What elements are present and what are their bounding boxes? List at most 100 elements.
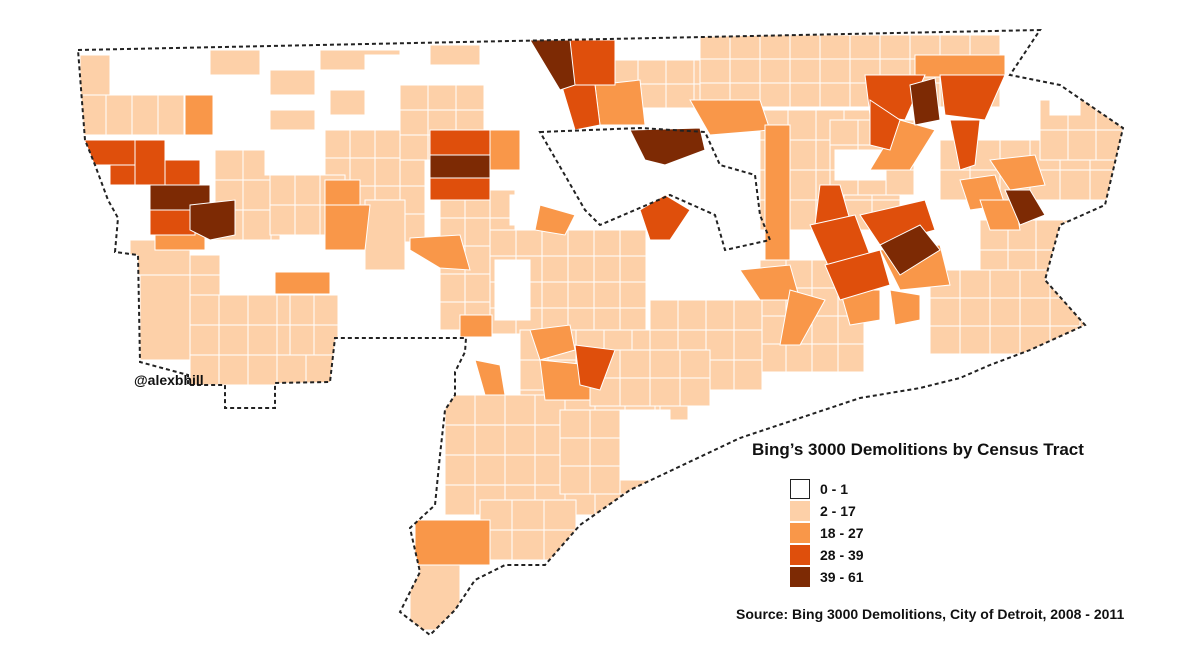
census-tract: [276, 354, 307, 386]
census-tract: [819, 34, 851, 60]
census-tract: [559, 437, 591, 467]
census-tract: [279, 234, 331, 256]
census-tract: [649, 299, 679, 331]
census-tract: [789, 34, 821, 60]
census-tract: [515, 229, 543, 257]
census-tract: [619, 377, 651, 407]
census-tract: [529, 324, 576, 361]
census-tract: [619, 229, 647, 257]
census-tract: [959, 269, 991, 299]
census-tract: [959, 325, 991, 355]
census-tract: [989, 325, 1021, 355]
census-tract: [785, 343, 813, 373]
census-tract: [593, 255, 621, 283]
census-tract: [219, 254, 271, 296]
census-tract: [637, 59, 667, 85]
census-tract: [189, 324, 220, 356]
census-tract: [1049, 89, 1081, 116]
census-tract: [733, 359, 763, 391]
census-tract: [374, 129, 401, 159]
legend-item-2-17: 2 - 17: [790, 500, 864, 522]
census-tract: [109, 49, 206, 96]
census-tract: [218, 294, 249, 326]
census-tract: [79, 54, 111, 96]
census-tract: [444, 394, 476, 426]
source-note: Source: Bing 3000 Demolitions, City of D…: [736, 606, 1125, 622]
census-tract: [324, 129, 351, 159]
census-tract: [619, 255, 647, 283]
census-tract: [885, 169, 915, 196]
census-tract: [649, 39, 701, 61]
census-tract: [504, 454, 536, 486]
census-tract: [929, 297, 961, 327]
census-tract: [189, 274, 221, 296]
census-tract: [209, 49, 261, 76]
legend-item-18-27: 18 - 27: [790, 522, 864, 544]
census-tract: [399, 134, 429, 161]
census-tract: [589, 465, 621, 495]
census-tract: [699, 34, 731, 60]
census-tract: [539, 359, 591, 401]
census-tract: [593, 229, 621, 257]
census-tract: [909, 77, 941, 126]
census-tract: [269, 69, 316, 96]
census-tract: [1063, 249, 1093, 281]
census-tract: [619, 281, 647, 309]
census-tract: [184, 94, 214, 136]
census-tract: [289, 324, 315, 356]
census-tract: [1095, 129, 1123, 161]
census-tract: [189, 199, 236, 241]
census-tract: [494, 259, 531, 321]
census-tract: [504, 424, 536, 456]
legend-title: Bing’s 3000 Demolitions by Census Tract: [752, 440, 1084, 459]
census-tract: [989, 154, 1046, 191]
census-tract: [399, 157, 426, 187]
census-tract: [829, 119, 859, 146]
census-tract: [294, 204, 321, 236]
census-tract: [409, 559, 461, 631]
census-tract: [464, 273, 491, 303]
census-tract: [879, 224, 941, 276]
census-tract: [639, 194, 691, 241]
census-tract: [677, 299, 707, 331]
census-tract: [264, 129, 326, 176]
census-tract: [929, 325, 961, 355]
census-tract: [824, 249, 891, 301]
census-tract: [364, 199, 406, 271]
census-tract: [837, 343, 865, 373]
census-tract: [733, 299, 763, 331]
census-tract: [705, 299, 735, 331]
census-tract: [789, 82, 821, 108]
census-tract: [489, 229, 517, 257]
census-tract: [1089, 169, 1121, 201]
census-tract: [439, 273, 466, 303]
census-tract: [567, 281, 595, 309]
census-tract: [534, 204, 576, 236]
census-tract: [834, 149, 886, 181]
census-tract: [131, 94, 159, 136]
legend-item-0-1: 0 - 1: [790, 478, 864, 500]
census-tract: [811, 343, 839, 373]
legend-swatch: [790, 545, 810, 565]
census-tract: [594, 79, 646, 126]
census-tract: [787, 169, 817, 201]
census-tract: [949, 119, 981, 171]
census-tract: [464, 217, 491, 247]
census-tract: [429, 129, 491, 156]
detroit-city-boundary: [76, 28, 1125, 637]
census-tract: [979, 199, 1021, 231]
census-tract: [699, 58, 731, 84]
census-tract: [149, 209, 196, 236]
census-tract: [511, 499, 545, 531]
census-tract: [429, 154, 491, 179]
census-tract: [429, 177, 491, 201]
census-tract: [444, 484, 476, 516]
census-tract: [474, 394, 506, 426]
census-tract: [1059, 169, 1091, 201]
census-tract: [242, 209, 272, 241]
legend-label: 2 - 17: [820, 503, 856, 519]
census-tract: [189, 254, 221, 276]
census-tract: [489, 129, 521, 171]
census-tract: [649, 377, 681, 407]
census-tract: [1019, 269, 1051, 299]
